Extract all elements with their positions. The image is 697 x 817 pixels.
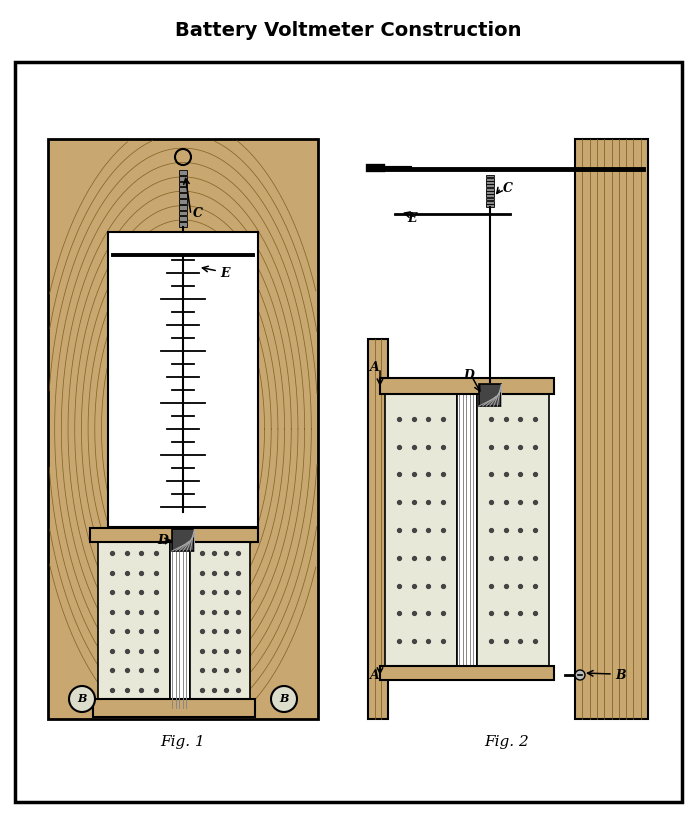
Bar — [486, 201, 494, 203]
Bar — [179, 205, 187, 210]
Bar — [486, 188, 494, 190]
Bar — [172, 529, 194, 551]
Text: C: C — [193, 207, 203, 220]
Bar — [486, 181, 494, 184]
Text: Fig. 1: Fig. 1 — [160, 735, 206, 749]
Circle shape — [271, 686, 297, 712]
Text: A: A — [370, 669, 380, 682]
Bar — [368, 339, 388, 719]
Bar — [179, 176, 187, 181]
Bar — [477, 391, 549, 669]
Bar — [179, 194, 187, 198]
Text: Battery Voltmeter Construction: Battery Voltmeter Construction — [175, 20, 521, 39]
Bar — [486, 198, 494, 200]
Bar — [90, 528, 258, 542]
Text: B: B — [279, 694, 289, 704]
Bar — [486, 175, 494, 177]
Text: C: C — [503, 182, 513, 195]
Text: B: B — [615, 669, 626, 682]
Bar — [179, 217, 187, 221]
Bar — [486, 185, 494, 187]
Bar — [179, 170, 187, 175]
Bar — [179, 181, 187, 186]
Bar — [179, 187, 187, 192]
Bar — [575, 139, 648, 719]
Bar — [380, 378, 554, 394]
Bar — [385, 669, 549, 677]
Bar — [190, 534, 250, 709]
Bar — [179, 199, 187, 203]
Text: E: E — [220, 267, 229, 280]
Bar — [486, 194, 494, 197]
Text: D: D — [463, 368, 474, 382]
Circle shape — [69, 686, 95, 712]
Bar — [108, 232, 258, 527]
Bar — [479, 384, 501, 406]
Bar — [486, 204, 494, 207]
Bar — [380, 666, 554, 680]
Text: Fig. 2: Fig. 2 — [484, 735, 530, 749]
Bar — [170, 534, 190, 709]
Circle shape — [575, 670, 585, 680]
Text: D: D — [157, 534, 168, 547]
Bar — [179, 222, 187, 227]
Bar — [48, 139, 318, 719]
Bar — [179, 211, 187, 216]
Bar — [457, 391, 477, 669]
Text: E: E — [407, 212, 417, 225]
Bar — [385, 391, 457, 669]
Text: B: B — [77, 694, 86, 704]
Bar — [486, 191, 494, 194]
Bar — [93, 699, 255, 717]
Bar — [98, 534, 170, 709]
Text: A: A — [370, 361, 380, 374]
Bar — [486, 178, 494, 181]
